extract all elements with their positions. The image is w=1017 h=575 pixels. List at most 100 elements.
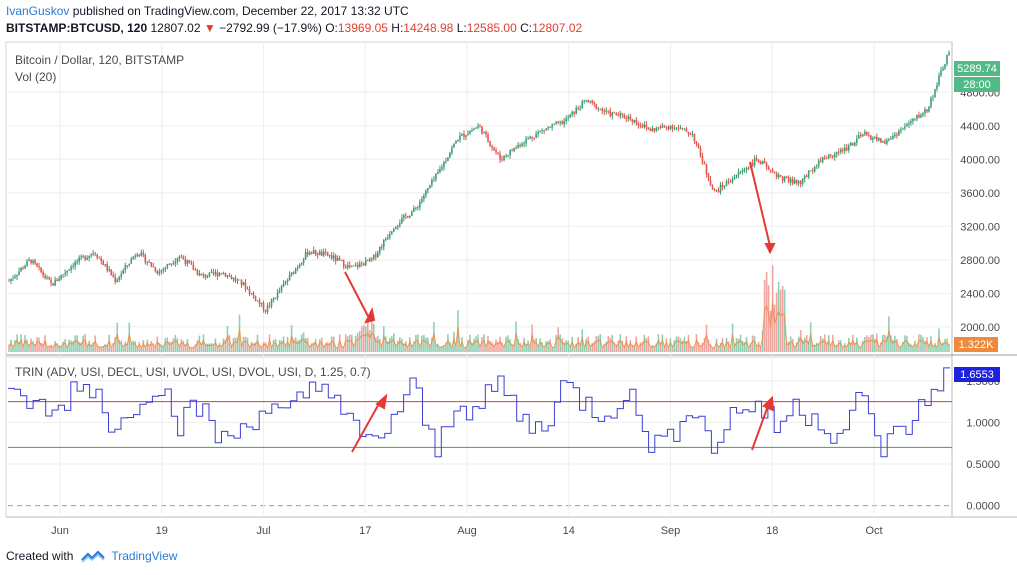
- tradingview-link[interactable]: TradingView: [111, 549, 178, 563]
- candle-body: [811, 170, 814, 172]
- candle-body: [306, 252, 309, 255]
- volume-bar: [561, 338, 563, 352]
- volume-legend[interactable]: Vol (20): [15, 70, 57, 84]
- time-axis[interactable]: Jun 19 Jul 17 Aug 14 Sep 18 Oct: [51, 525, 882, 537]
- candle-body: [226, 275, 229, 277]
- volume-bar: [122, 346, 125, 352]
- volume-bar: [497, 341, 499, 352]
- volume-bar: [475, 336, 477, 352]
- volume-bar: [675, 336, 678, 352]
- pane-title[interactable]: Bitcoin / Dollar, 120, BITSTAMP: [15, 53, 185, 67]
- candle-body: [34, 260, 36, 264]
- volume-bar: [727, 341, 730, 352]
- volume-bar: [252, 343, 255, 352]
- candle-body: [872, 138, 874, 140]
- candle-body: [912, 118, 914, 122]
- volume-bar: [204, 343, 207, 352]
- candle-body: [376, 252, 379, 258]
- candle-body: [132, 256, 135, 259]
- volume-bar: [773, 304, 776, 352]
- candle-body: [176, 258, 179, 262]
- candle-body: [639, 125, 642, 127]
- candle-body: [517, 144, 519, 148]
- candle-body: [477, 125, 479, 128]
- trin-pane[interactable]: [5, 356, 953, 518]
- volume-bar: [737, 338, 740, 352]
- candle-body: [924, 109, 926, 114]
- volume-bar: [649, 347, 652, 352]
- candle-body: [20, 267, 22, 272]
- volume-bar: [148, 344, 151, 352]
- candle-body: [370, 258, 373, 259]
- candle-body: [234, 277, 237, 281]
- volume-bar: [328, 343, 331, 352]
- volume-bar: [581, 329, 584, 352]
- volume-bar: [940, 343, 942, 352]
- volume-bar: [104, 344, 107, 352]
- volume-bar: [134, 341, 137, 352]
- candle-body: [753, 158, 756, 166]
- volume-bar: [344, 334, 347, 352]
- candle-body: [98, 257, 100, 259]
- candle-body: [330, 255, 333, 259]
- trin-indicator: [8, 367, 952, 458]
- volume-bar: [358, 330, 361, 352]
- candle-body: [739, 171, 742, 173]
- candle-body: [134, 255, 137, 257]
- volume-bar: [302, 332, 305, 352]
- author-link[interactable]: IvanGuskov: [6, 4, 70, 18]
- volume-bar: [926, 337, 928, 352]
- candle-body: [765, 163, 768, 167]
- candle-body: [389, 234, 391, 238]
- candle-body: [843, 147, 846, 152]
- symbol-label[interactable]: BITSTAMP:BTCUSD, 120: [6, 21, 148, 35]
- volume-bar: [930, 336, 932, 352]
- volume-bar: [485, 347, 487, 352]
- price-axis[interactable]: 4800.004400.004000.003600.003200.002800.…: [960, 87, 1000, 512]
- volume-bar: [807, 340, 810, 352]
- volume-bar: [12, 346, 14, 352]
- candle-body: [637, 123, 640, 126]
- candle-body: [238, 279, 241, 281]
- candle-body: [521, 143, 523, 147]
- candle-body: [160, 270, 163, 272]
- volume-bar: [36, 337, 38, 352]
- volume-bar: [531, 324, 533, 352]
- volume-bar: [194, 344, 197, 352]
- candle-body: [669, 125, 672, 130]
- volume-bar: [32, 341, 34, 352]
- candle-body: [411, 211, 413, 216]
- price-pane[interactable]: [5, 41, 953, 356]
- volume-bar: [116, 322, 119, 352]
- candle-body: [661, 125, 664, 128]
- volume-bar: [308, 346, 311, 352]
- volume-bar: [938, 328, 940, 352]
- candle-body: [288, 274, 291, 281]
- candle-body: [914, 118, 916, 120]
- time-axis-tick: Jun: [51, 525, 69, 537]
- candle-body: [405, 215, 407, 217]
- time-axis-tick: Aug: [457, 525, 477, 537]
- volume-bar: [100, 346, 102, 352]
- candle-body: [910, 121, 912, 124]
- volume-bar: [102, 346, 105, 352]
- volume-bar: [220, 345, 223, 352]
- volume-bar: [651, 345, 654, 352]
- volume-bar: [447, 334, 449, 352]
- volume-bar: [603, 343, 606, 352]
- volume-bar: [10, 339, 12, 352]
- volume-bar: [34, 344, 36, 352]
- candle-body: [948, 52, 950, 55]
- trin-legend[interactable]: TRIN (ADV, USI, DECL, USI, UVOL, USI, DV…: [15, 365, 371, 379]
- volume-bar: [300, 334, 303, 352]
- candle-body: [465, 135, 467, 137]
- volume-bar: [823, 334, 826, 352]
- candle-body: [547, 127, 549, 129]
- candle-body: [300, 263, 303, 265]
- candle-body: [459, 135, 461, 141]
- candle-body: [777, 175, 780, 178]
- candle-body: [643, 124, 646, 128]
- volume-bar: [527, 340, 529, 352]
- candle-body: [497, 152, 499, 154]
